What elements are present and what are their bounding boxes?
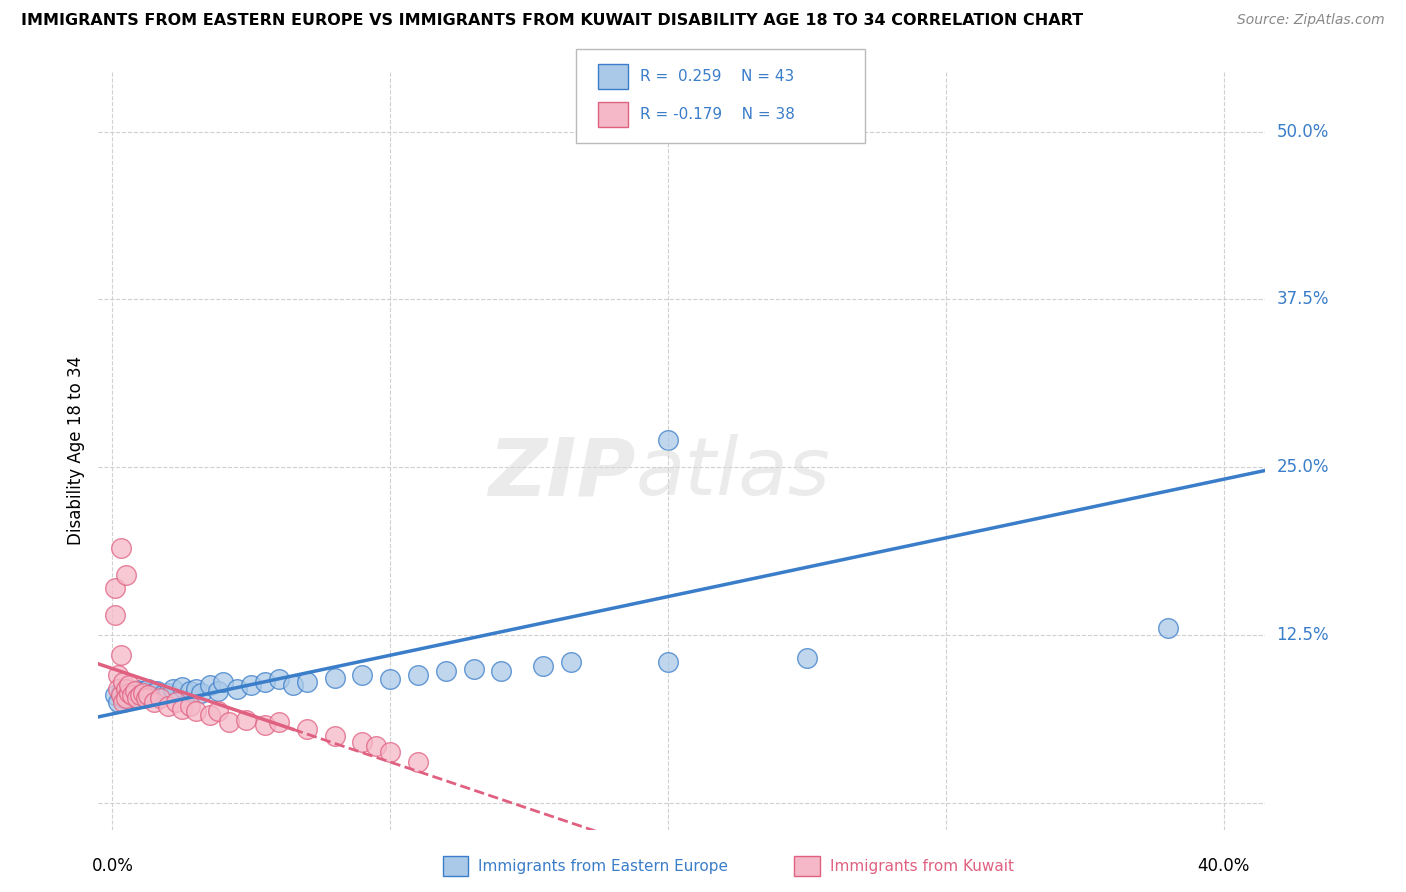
Point [531, 658, 554, 673]
Point [124, 690, 146, 704]
Point [235, 713, 257, 727]
Point [107, 681, 129, 696]
Point [118, 678, 141, 692]
Point [796, 650, 818, 665]
Point [138, 681, 160, 696]
Point [127, 691, 149, 706]
Point [1157, 621, 1180, 635]
Point [115, 567, 138, 582]
Y-axis label: Disability Age 18 to 34: Disability Age 18 to 34 [66, 356, 84, 545]
Point [218, 715, 240, 730]
Point [104, 689, 127, 703]
Point [165, 695, 187, 709]
Point [657, 655, 679, 669]
Text: R = -0.179    N = 38: R = -0.179 N = 38 [640, 107, 794, 121]
Point [150, 689, 173, 703]
Point [380, 673, 402, 687]
Point [179, 684, 201, 698]
Text: IMMIGRANTS FROM EASTERN EUROPE VS IMMIGRANTS FROM KUWAIT DISABILITY AGE 18 TO 34: IMMIGRANTS FROM EASTERN EUROPE VS IMMIGR… [21, 13, 1083, 29]
Text: 37.5%: 37.5% [1277, 291, 1329, 309]
Point [184, 705, 207, 719]
Text: Immigrants from Kuwait: Immigrants from Kuwait [830, 859, 1014, 873]
Point [110, 648, 132, 662]
Point [170, 702, 193, 716]
Text: 12.5%: 12.5% [1277, 626, 1329, 644]
Point [295, 675, 318, 690]
Point [560, 655, 582, 669]
Point [118, 689, 141, 703]
Point [352, 735, 374, 749]
Point [104, 607, 127, 622]
Point [380, 745, 402, 759]
Point [267, 715, 290, 730]
Point [112, 695, 135, 709]
Point [207, 705, 229, 719]
Point [406, 668, 429, 682]
Point [132, 684, 155, 698]
Text: ZIP: ZIP [488, 434, 636, 512]
Point [179, 699, 201, 714]
Text: 25.0%: 25.0% [1277, 458, 1329, 476]
Point [112, 691, 135, 706]
Point [138, 689, 160, 703]
Point [110, 541, 132, 555]
Point [104, 581, 127, 595]
Point [491, 664, 513, 678]
Point [323, 729, 346, 743]
Point [121, 689, 143, 703]
Text: R =  0.259    N = 43: R = 0.259 N = 43 [640, 70, 794, 84]
Point [107, 695, 129, 709]
Point [110, 689, 132, 703]
Point [118, 686, 141, 700]
Point [115, 681, 138, 696]
Text: Immigrants from Eastern Europe: Immigrants from Eastern Europe [478, 859, 728, 873]
Point [434, 664, 457, 678]
Point [190, 686, 212, 700]
Point [132, 686, 155, 700]
Point [143, 695, 166, 709]
Point [129, 689, 152, 703]
Text: Source: ZipAtlas.com: Source: ZipAtlas.com [1237, 13, 1385, 28]
Point [226, 681, 249, 696]
Point [124, 684, 146, 698]
Point [162, 681, 184, 696]
Text: 40.0%: 40.0% [1198, 857, 1250, 875]
Point [146, 684, 169, 698]
Point [198, 708, 221, 723]
Point [212, 675, 235, 690]
Point [110, 686, 132, 700]
Point [240, 678, 263, 692]
Point [295, 722, 318, 736]
Text: 0.0%: 0.0% [91, 857, 134, 875]
Point [406, 756, 429, 770]
Point [148, 691, 170, 706]
Point [254, 718, 277, 732]
Point [352, 668, 374, 682]
Point [121, 684, 143, 698]
Point [281, 678, 304, 692]
Point [112, 675, 135, 690]
Point [463, 661, 485, 675]
Point [143, 686, 166, 700]
Point [267, 673, 290, 687]
Point [198, 678, 221, 692]
Point [135, 689, 157, 703]
Point [323, 671, 346, 685]
Point [135, 691, 157, 706]
Point [107, 668, 129, 682]
Point [207, 684, 229, 698]
Point [657, 434, 679, 448]
Point [366, 739, 388, 754]
Point [115, 691, 138, 706]
Point [254, 675, 277, 690]
Point [184, 681, 207, 696]
Text: 50.0%: 50.0% [1277, 123, 1329, 141]
Point [115, 681, 138, 696]
Point [156, 686, 179, 700]
Point [127, 683, 149, 698]
Point [170, 681, 193, 695]
Text: atlas: atlas [636, 434, 830, 512]
Point [129, 687, 152, 701]
Point [156, 699, 179, 714]
